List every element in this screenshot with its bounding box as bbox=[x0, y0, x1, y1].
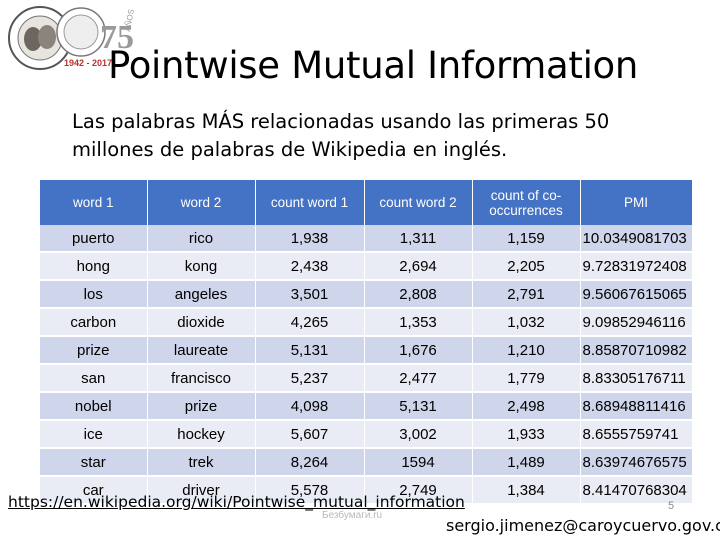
table-row: nobel prize 4,098 5,131 2,498 8.68948811… bbox=[40, 392, 693, 421]
cell-word-1: nobel bbox=[40, 392, 148, 421]
page-number: 5 bbox=[668, 500, 675, 512]
svg-text:AÑOS: AÑOS bbox=[123, 8, 136, 32]
cell-co-occurrences: 1,779 bbox=[472, 364, 581, 393]
cell-count-word-1: 4,265 bbox=[255, 308, 365, 337]
cell-co-occurrences: 1,384 bbox=[472, 476, 581, 505]
header-count-word-2: count word 2 bbox=[364, 180, 473, 225]
table-row: hong kong 2,438 2,694 2,205 9.7283197240… bbox=[40, 252, 693, 281]
institute-logo: 75 AÑOS 1942 - 2017 bbox=[8, 6, 136, 70]
cell-word-2: dioxide bbox=[147, 308, 256, 337]
wikipedia-link[interactable]: https://en.wikipedia.org/wiki/Pointwise_… bbox=[8, 493, 465, 511]
table-row: prize laureate 5,131 1,676 1,210 8.85870… bbox=[40, 336, 693, 365]
cell-count-word-1: 8,264 bbox=[255, 448, 365, 477]
table-row: san francisco 5,237 2,477 1,779 8.833051… bbox=[40, 364, 693, 393]
cell-pmi: 9.72831972408 bbox=[580, 252, 693, 281]
header-word-2: word 2 bbox=[147, 180, 256, 225]
cell-co-occurrences: 2,205 bbox=[472, 252, 581, 281]
cell-word-1: hong bbox=[40, 252, 148, 281]
cell-count-word-2: 2,749 bbox=[364, 476, 473, 505]
cell-word-1: san bbox=[40, 364, 148, 393]
cell-word-1: car bbox=[40, 476, 148, 505]
cell-word-1: star bbox=[40, 448, 148, 477]
slide-title: Pointwise Mutual Information bbox=[108, 44, 639, 87]
cell-count-word-2: 2,808 bbox=[364, 280, 473, 309]
cell-co-occurrences: 1,489 bbox=[472, 448, 581, 477]
svg-text:75: 75 bbox=[100, 19, 134, 56]
cell-count-word-1: 5,131 bbox=[255, 336, 365, 365]
cell-word-2: angeles bbox=[147, 280, 256, 309]
cell-word-2: trek bbox=[147, 448, 256, 477]
cell-count-word-2: 1,353 bbox=[364, 308, 473, 337]
author-email: sergio.jimenez@caroycuervo.gov.co bbox=[446, 516, 720, 535]
header-pmi: PMI bbox=[580, 180, 693, 225]
cell-count-word-2: 3,002 bbox=[364, 420, 473, 449]
cell-co-occurrences: 1,032 bbox=[472, 308, 581, 337]
cell-count-word-1: 1,938 bbox=[255, 225, 365, 253]
cell-count-word-2: 5,131 bbox=[364, 392, 473, 421]
table-row: puerto rico 1,938 1,311 1,159 10.0349081… bbox=[40, 225, 693, 253]
pmi-table: word 1 word 2 count word 1 count word 2 … bbox=[40, 180, 693, 505]
watermark: Безбумаги.ru bbox=[322, 510, 383, 521]
cell-count-word-1: 5,578 bbox=[255, 476, 365, 505]
cell-count-word-1: 3,501 bbox=[255, 280, 365, 309]
table-row: carbon dioxide 4,265 1,353 1,032 9.09852… bbox=[40, 308, 693, 337]
cell-count-word-1: 2,438 bbox=[255, 252, 365, 281]
cell-word-2: rico bbox=[147, 225, 256, 253]
cell-count-word-2: 1,311 bbox=[364, 225, 473, 253]
cell-word-2: laureate bbox=[147, 336, 256, 365]
cell-count-word-1: 4,098 bbox=[255, 392, 365, 421]
cell-count-word-2: 1,676 bbox=[364, 336, 473, 365]
cell-word-1: los bbox=[40, 280, 148, 309]
cell-word-1: prize bbox=[40, 336, 148, 365]
cell-word-1: carbon bbox=[40, 308, 148, 337]
svg-text:1942 - 2017: 1942 - 2017 bbox=[64, 58, 112, 68]
table-row: star trek 8,264 1594 1,489 8.63974676575 bbox=[40, 448, 693, 477]
header-count-word-1: count word 1 bbox=[255, 180, 365, 225]
cell-pmi: 10.0349081703 bbox=[580, 225, 693, 253]
slide-subtitle: Las palabras MÁS relacionadas usando las… bbox=[72, 110, 610, 161]
cell-pmi: 8.6555759741 bbox=[580, 420, 693, 449]
table-header-row: word 1 word 2 count word 1 count word 2 … bbox=[40, 180, 693, 225]
cell-count-word-1: 5,607 bbox=[255, 420, 365, 449]
cell-co-occurrences: 1,933 bbox=[472, 420, 581, 449]
cell-word-1: ice bbox=[40, 420, 148, 449]
cell-co-occurrences: 1,210 bbox=[472, 336, 581, 365]
cell-co-occurrences: 2,791 bbox=[472, 280, 581, 309]
cell-count-word-1: 5,237 bbox=[255, 364, 365, 393]
cell-pmi: 8.41470768304 bbox=[580, 476, 693, 505]
cell-co-occurrences: 1,159 bbox=[472, 225, 581, 253]
cell-word-2: driver bbox=[147, 476, 256, 505]
cell-pmi: 8.85870710982 bbox=[580, 336, 693, 365]
cell-co-occurrences: 2,498 bbox=[472, 392, 581, 421]
cell-word-2: prize bbox=[147, 392, 256, 421]
cell-pmi: 8.68948811416 bbox=[580, 392, 693, 421]
cell-word-2: francisco bbox=[147, 364, 256, 393]
table-row: car driver 5,578 2,749 1,384 8.414707683… bbox=[40, 476, 693, 505]
cell-pmi: 9.09852946116 bbox=[580, 308, 693, 337]
cell-pmi: 8.63974676575 bbox=[580, 448, 693, 477]
cell-pmi: 8.83305176711 bbox=[580, 364, 693, 393]
cell-word-1: puerto bbox=[40, 225, 148, 253]
cell-count-word-2: 2,694 bbox=[364, 252, 473, 281]
table-row: los angeles 3,501 2,808 2,791 9.56067615… bbox=[40, 280, 693, 309]
table-row: ice hockey 5,607 3,002 1,933 8.655575974… bbox=[40, 420, 693, 449]
header-word-1: word 1 bbox=[40, 180, 148, 225]
cell-count-word-2: 1594 bbox=[364, 448, 473, 477]
cell-count-word-2: 2,477 bbox=[364, 364, 473, 393]
cell-word-2: hockey bbox=[147, 420, 256, 449]
header-co-occurrences: count of co-occurrences bbox=[472, 180, 581, 225]
cell-pmi: 9.56067615065 bbox=[580, 280, 693, 309]
cell-word-2: kong bbox=[147, 252, 256, 281]
